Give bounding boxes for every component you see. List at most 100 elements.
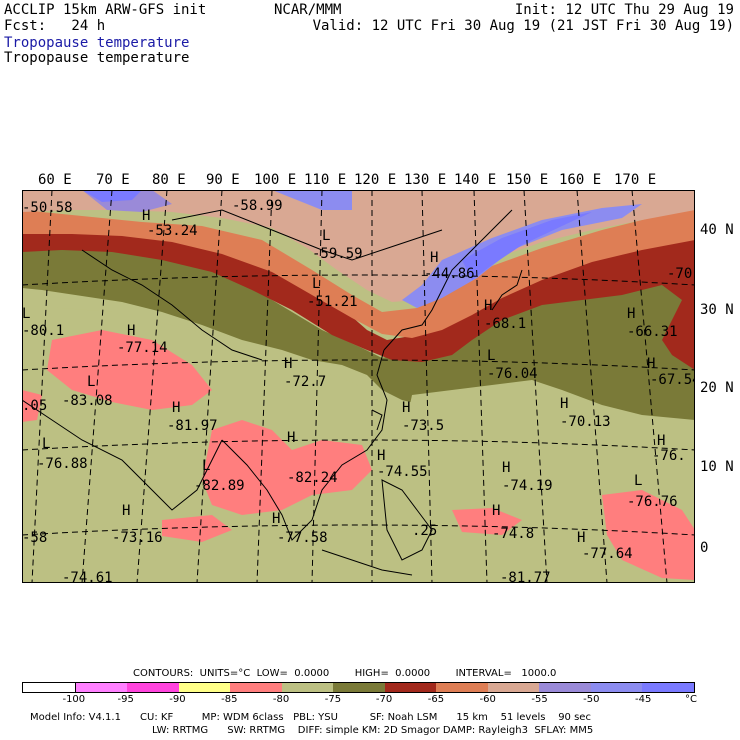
value-label: -76.88 [37, 456, 88, 472]
value-label: -59.59 [312, 246, 363, 262]
colorbar-swatch-40 [642, 683, 694, 692]
coastlines [22, 209, 523, 576]
lat-label-10n: 10 N [700, 459, 734, 475]
high-marker: H [627, 306, 635, 322]
colorbar-tick: -45 [635, 694, 652, 705]
low-marker: L [312, 276, 320, 292]
model-info-line-1: Model Info: V4.1.1 CU: KF MP: WDM 6class… [30, 712, 591, 723]
colorbar-tick: -55 [531, 694, 548, 705]
lon-label-70e: 70 E [96, 172, 130, 188]
high-marker: H [647, 356, 655, 372]
value-label: -77.58 [277, 530, 328, 546]
value-label: .05 [22, 398, 47, 414]
low-marker: L [322, 228, 330, 244]
high-marker: H [657, 433, 665, 449]
colorbar-units: °C [684, 694, 697, 705]
high-marker: H [502, 460, 510, 476]
value-label: -82.24 [287, 470, 338, 486]
lon-label-120e: 120 E [354, 172, 397, 188]
colorbar-swatch-60 [436, 683, 488, 692]
value-label: -68.1 [484, 316, 526, 332]
high-marker: H [430, 250, 438, 266]
value-label: -70. [667, 266, 695, 282]
high-marker: H [402, 400, 410, 416]
valid-time: Valid: 12 UTC Fri 30 Aug 19 (21 JST Fri … [312, 18, 734, 34]
band-minus65 [22, 210, 695, 370]
band-minus55 [22, 190, 695, 302]
lon-label-100e: 100 E [254, 172, 297, 188]
colorbar-tick: -75 [324, 694, 342, 705]
colorbar-tick: -80 [272, 694, 290, 705]
graticule [22, 190, 695, 583]
model-info-line-2: LW: RRTMG SW: RRTMG DIFF: simple KM: 2D … [152, 725, 594, 736]
value-label: -76.76 [627, 494, 678, 510]
value-label: -80.1 [22, 323, 64, 339]
colorbar-tick: -70 [375, 694, 393, 705]
high-marker: H [127, 323, 135, 339]
value-label: -73.16 [112, 530, 163, 546]
low-marker: L [87, 374, 95, 390]
annotation-layer: -50.58 H -53.24 -58.99 L -59.59 H -44.86… [22, 198, 695, 583]
band-minus40 [82, 190, 592, 280]
map-panel: -50.58 H -53.24 -58.99 L -59.59 H -44.86… [22, 190, 695, 583]
low-marker: L [42, 436, 50, 452]
low-marker: L [634, 473, 642, 489]
value-label: -50.58 [22, 200, 73, 216]
high-marker: H [272, 511, 280, 527]
lon-label-170e: 170 E [614, 172, 657, 188]
band-minus45 [272, 190, 642, 308]
colorbar-tick: -90 [169, 694, 186, 705]
colorbar-ticks: -100 -95 -90 -85 -80 -75 -70 -65 -60 -55… [22, 694, 697, 706]
value-label: -70.13 [560, 414, 611, 430]
init-time: Init: 12 UTC Thu 29 Aug 19 [514, 2, 734, 18]
value-label: -44.86 [424, 266, 475, 282]
low-marker: L [202, 458, 210, 474]
value-label: -77.14 [117, 340, 168, 356]
colorbar-tick: -60 [479, 694, 496, 705]
colorbar-swatch-le-100 [23, 683, 76, 692]
contours-info: CONTOURS: UNITS=°C LOW= 0.0000 HIGH= 0.0… [133, 668, 557, 679]
colorbar-swatch-85 [178, 683, 231, 692]
value-label: -66.31 [627, 324, 678, 340]
value-label: -83.08 [62, 393, 113, 409]
value-label: -72.7 [284, 374, 326, 390]
high-marker: H [284, 356, 292, 372]
forecast-hour: Fcst: 24 h [4, 18, 106, 34]
colorbar-tick: -100 [62, 694, 86, 705]
value-label: -73.5 [402, 418, 444, 434]
high-marker: H [287, 430, 295, 446]
value-label: -81.97 [167, 418, 218, 434]
value-label: -74.61 [62, 570, 113, 583]
value-label: -77.64 [582, 546, 633, 562]
high-marker: H [484, 298, 492, 314]
lon-label-80e: 80 E [152, 172, 186, 188]
lat-label-40n: 40 N [700, 222, 734, 238]
value-label: -58 [22, 530, 47, 546]
run-title: ACCLIP 15km ARW-GFS init [4, 2, 207, 18]
high-marker: H [172, 400, 180, 416]
value-label: -53.24 [147, 223, 198, 239]
value-label: -82.89 [194, 478, 245, 494]
lon-label-140e: 140 E [454, 172, 497, 188]
colorbar-tick: -65 [427, 694, 445, 705]
low-marker: L [22, 306, 30, 322]
colorbar-swatch-90 [127, 683, 179, 692]
lon-label-60e: 60 E [38, 172, 72, 188]
colorbar-tick: -95 [117, 694, 134, 705]
tropopause-temperature-map: -50.58 H -53.24 -58.99 L -59.59 H -44.86… [22, 190, 695, 583]
value-label: -51.21 [307, 294, 358, 310]
lon-label-160e: 160 E [559, 172, 602, 188]
lon-label-130e: 130 E [404, 172, 447, 188]
high-marker: H [577, 530, 585, 546]
value-label: -76.04 [487, 366, 538, 382]
value-label: -74.55 [377, 464, 428, 480]
value-label: -58.99 [232, 198, 283, 214]
value-label: -81.77 [500, 570, 551, 583]
high-marker: H [142, 208, 150, 224]
band-minus60 [22, 208, 695, 338]
colorbar-swatch-75 [281, 683, 334, 692]
lat-label-30n: 30 N [700, 302, 734, 318]
colorbar [22, 682, 695, 693]
high-marker: H [377, 448, 385, 464]
value-label: -67.54 [650, 372, 695, 388]
